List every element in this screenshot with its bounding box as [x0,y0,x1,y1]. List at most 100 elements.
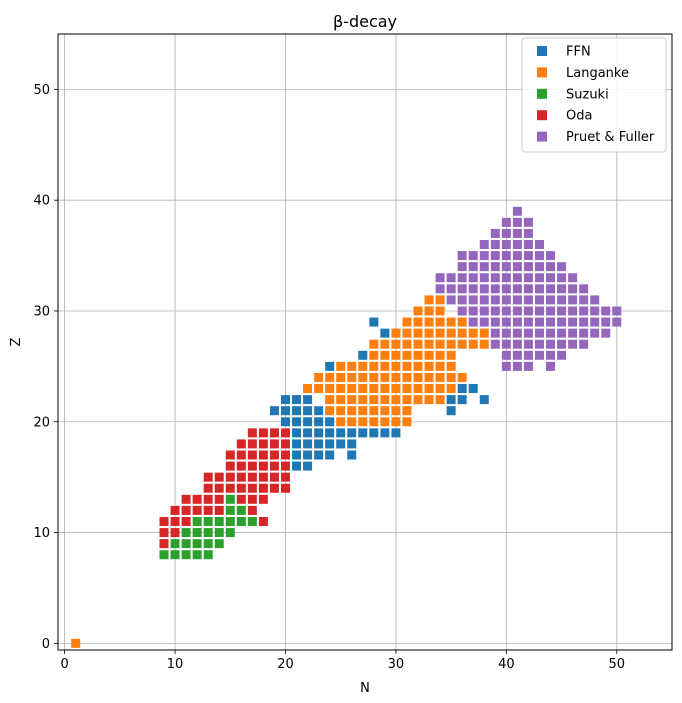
data-point [557,273,567,283]
data-point [446,361,456,371]
y-tick-label: 30 [33,304,50,319]
data-point [534,273,544,283]
data-point [314,406,324,416]
data-point [181,505,191,515]
data-point [424,372,434,382]
data-point [336,395,346,405]
data-point [424,395,434,405]
data-point [457,262,467,272]
data-point [424,295,434,305]
data-point [280,406,290,416]
data-point [402,406,412,416]
data-point [413,395,423,405]
data-point [280,417,290,427]
data-point [391,417,401,427]
data-point [468,339,478,349]
data-point [501,240,511,250]
data-point [546,361,556,371]
data-point [590,328,600,338]
data-point [501,339,511,349]
data-point [192,516,202,526]
data-point [236,494,246,504]
data-point [402,395,412,405]
data-point [258,472,268,482]
data-point [225,461,235,471]
data-point [391,328,401,338]
data-point [446,406,456,416]
data-point [292,395,302,405]
data-point [501,328,511,338]
data-point [247,472,257,482]
data-point [225,528,235,538]
x-tick-label: 10 [167,657,184,672]
data-point [369,372,379,382]
data-point [590,317,600,327]
data-point [413,361,423,371]
y-tick-label: 50 [33,83,50,98]
data-point [170,505,180,515]
y-tick-label: 40 [33,194,50,209]
data-point [380,406,390,416]
data-point [303,406,313,416]
data-point [225,516,235,526]
data-point [325,372,335,382]
data-point [71,638,81,648]
data-point [181,494,191,504]
data-point [512,240,522,250]
data-point [534,328,544,338]
data-point [269,439,279,449]
data-point [214,472,224,482]
data-point [280,472,290,482]
data-point [546,306,556,316]
data-point [579,295,589,305]
data-point [512,350,522,360]
data-point [534,262,544,272]
data-point [192,528,202,538]
data-point [579,339,589,349]
data-point [490,273,500,283]
data-point [490,228,500,238]
data-point [303,439,313,449]
data-point [280,395,290,405]
data-point [236,505,246,515]
data-point [523,284,533,294]
data-point [512,251,522,261]
data-point [413,317,423,327]
data-point [435,328,445,338]
data-point [435,395,445,405]
data-point [314,417,324,427]
series-oda [159,428,290,549]
data-point [557,262,567,272]
data-point [391,384,401,394]
data-point [225,472,235,482]
data-point [203,483,213,493]
data-point [402,372,412,382]
data-point [457,372,467,382]
data-point [501,361,511,371]
data-point [534,317,544,327]
data-point [501,306,511,316]
data-point [159,539,169,549]
data-point [247,516,257,526]
data-point [369,428,379,438]
data-point [512,206,522,216]
data-point [347,395,357,405]
data-point [358,384,368,394]
data-point [568,295,578,305]
data-point [468,295,478,305]
data-point [192,539,202,549]
data-point [424,328,434,338]
data-point [336,406,346,416]
data-point [391,406,401,416]
data-point [413,306,423,316]
data-point [457,317,467,327]
data-point [369,395,379,405]
data-point [391,372,401,382]
data-point [501,317,511,327]
data-point [523,228,533,238]
data-point [490,240,500,250]
data-point [380,372,390,382]
data-point [336,439,346,449]
data-point [258,450,268,460]
data-point [557,317,567,327]
